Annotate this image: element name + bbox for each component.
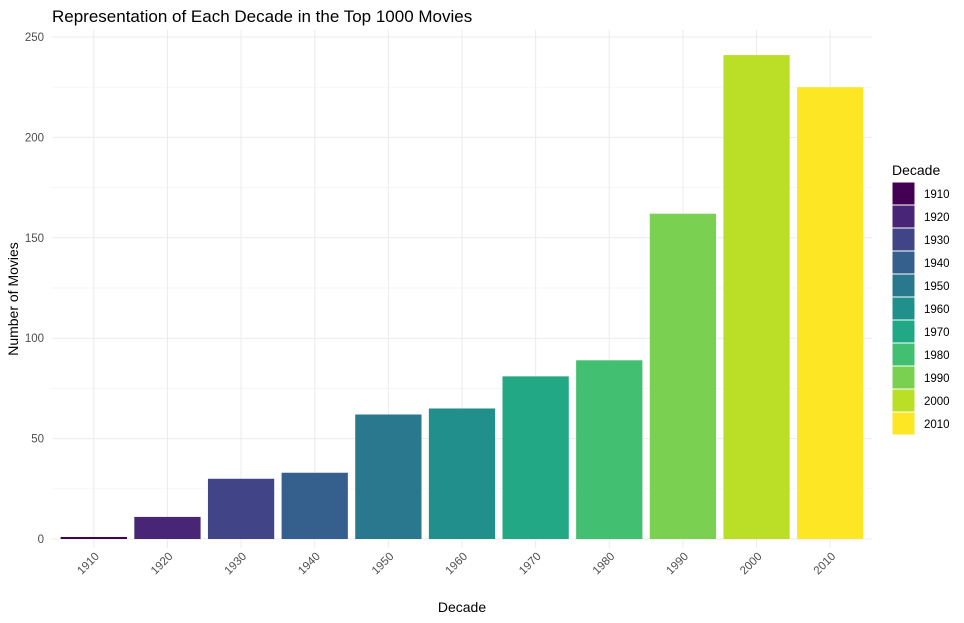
x-tick-label: 1920 — [149, 551, 176, 578]
bar-1990 — [649, 213, 717, 540]
y-tick-label: 200 — [25, 132, 44, 144]
bar-2010 — [797, 87, 864, 539]
bar-1960 — [428, 408, 496, 539]
legend-swatch — [891, 365, 916, 390]
x-tick-label: 2010 — [812, 551, 839, 578]
legend-swatch — [891, 296, 916, 321]
legend-label: 2000 — [924, 396, 950, 408]
y-tick-label: 100 — [25, 333, 44, 345]
legend-swatch — [891, 342, 916, 367]
legend-swatch — [891, 411, 916, 436]
bar-1950 — [355, 414, 422, 539]
x-tick-label: 1940 — [296, 551, 323, 578]
legend-label: 1960 — [924, 304, 950, 316]
bar-1970 — [502, 376, 569, 539]
legend-label: 1990 — [924, 373, 950, 385]
legend-swatch — [891, 388, 916, 413]
y-tick-label: 150 — [25, 233, 44, 245]
y-tick-label: 0 — [38, 534, 44, 546]
legend-swatch — [891, 204, 916, 229]
legend-label: 1940 — [924, 258, 950, 270]
bar-2000 — [723, 55, 790, 540]
x-tick-label: 1930 — [223, 551, 250, 578]
bar-1930 — [207, 478, 275, 539]
legend-swatch — [891, 250, 916, 275]
bar-1940 — [281, 472, 348, 539]
legend-swatch — [891, 319, 916, 344]
x-tick-label: 1970 — [517, 551, 544, 578]
x-tick-label: 2000 — [738, 551, 765, 578]
x-axis-ticks: 1910 1920 1930 1940 1950 1960 1970 1980 1990 2000… — [75, 551, 838, 578]
y-axis-ticks: 0 50 100 150 200 250 — [25, 32, 44, 546]
legend-swatch — [891, 273, 916, 298]
bar-1910 — [60, 536, 127, 539]
legend-title: Decade — [892, 162, 940, 178]
legend-swatch — [891, 227, 916, 252]
y-tick-label: 50 — [31, 434, 44, 446]
x-tick-label: 1910 — [75, 551, 102, 578]
bar-1920 — [134, 516, 201, 539]
bars — [60, 55, 864, 540]
legend-label: 1930 — [924, 235, 950, 247]
chart-title: Representation of Each Decade in the Top… — [52, 7, 472, 26]
x-tick-label: 1990 — [664, 551, 691, 578]
legend-label: 2010 — [924, 419, 950, 431]
bar-1980 — [576, 360, 643, 539]
legend-swatch — [891, 181, 916, 206]
x-tick-label: 1950 — [370, 551, 397, 578]
legend-label: 1950 — [924, 281, 950, 293]
legend-label: 1910 — [924, 189, 950, 201]
legend-label: 1920 — [924, 212, 950, 224]
y-axis-title: Number of Movies — [5, 242, 21, 356]
legend-label: 1980 — [924, 350, 950, 362]
x-axis-title: Decade — [438, 599, 486, 615]
legend: Decade 1910 1920 1930 1940 1950 1960 1970 1980 1… — [891, 162, 950, 436]
x-tick-label: 1980 — [591, 551, 618, 578]
legend-label: 1970 — [924, 327, 950, 339]
x-tick-label: 1960 — [444, 551, 471, 578]
y-tick-label: 250 — [25, 32, 44, 44]
